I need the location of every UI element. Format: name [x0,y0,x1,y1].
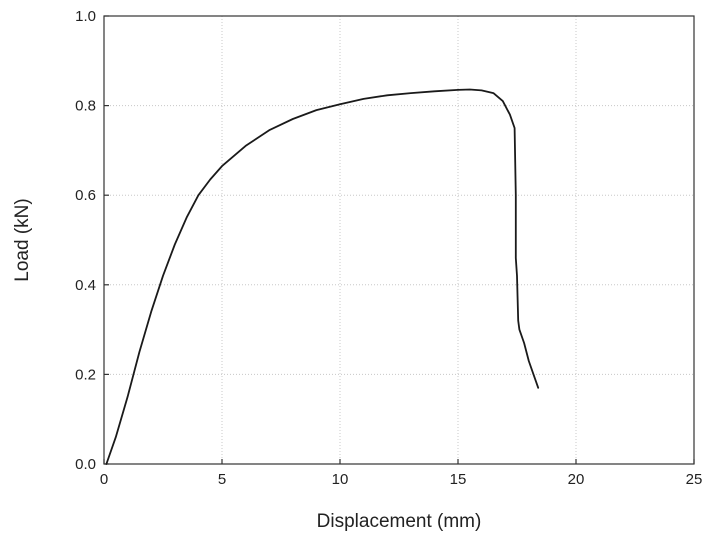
x-tick-label: 20 [568,471,585,488]
axis-ticks [103,15,695,465]
series-group [105,88,540,465]
y-tick-label: 0.8 [75,98,96,115]
grid-lines [104,16,694,464]
plot-area-frame [103,15,695,465]
x-tick-label: 15 [450,471,467,488]
x-axis-tick-labels: 0 5 10 15 20 25 [100,471,703,488]
x-tick-label: 0 [100,471,108,488]
x-axis-label: Displacement (mm) [317,511,482,532]
x-tick-label: 25 [686,471,703,488]
y-tick-label: 0.4 [75,277,96,294]
load-displacement-series-line [105,88,540,465]
y-tick-label: 0.6 [75,187,96,204]
y-tick-label: 1.0 [75,8,96,25]
y-axis-label: Load (kN) [12,198,33,281]
x-tick-label: 5 [218,471,226,488]
x-tick-label: 10 [332,471,349,488]
y-tick-label: 0.0 [75,456,96,473]
y-tick-label: 0.2 [75,366,96,383]
y-axis-tick-labels: 0.0 0.2 0.4 0.6 0.8 1.0 [75,8,96,473]
